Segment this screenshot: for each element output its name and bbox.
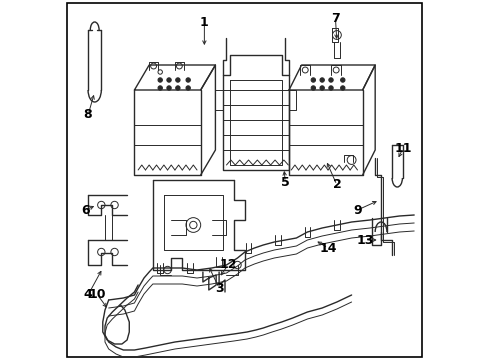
Text: 8: 8 bbox=[83, 108, 92, 122]
Text: 5: 5 bbox=[281, 175, 289, 189]
Circle shape bbox=[158, 86, 162, 90]
Circle shape bbox=[328, 78, 332, 82]
Circle shape bbox=[340, 78, 345, 82]
Circle shape bbox=[175, 86, 180, 90]
Circle shape bbox=[319, 78, 324, 82]
Circle shape bbox=[158, 78, 162, 82]
Text: 13: 13 bbox=[355, 234, 373, 247]
Circle shape bbox=[175, 78, 180, 82]
Text: 1: 1 bbox=[200, 15, 208, 28]
Text: 9: 9 bbox=[352, 203, 361, 216]
Circle shape bbox=[340, 86, 345, 90]
Circle shape bbox=[310, 86, 315, 90]
Text: 7: 7 bbox=[330, 12, 339, 24]
Circle shape bbox=[328, 86, 332, 90]
Text: 12: 12 bbox=[219, 258, 236, 271]
Text: 10: 10 bbox=[89, 288, 106, 302]
Text: 14: 14 bbox=[319, 242, 336, 255]
Circle shape bbox=[319, 86, 324, 90]
Circle shape bbox=[185, 86, 190, 90]
Circle shape bbox=[166, 86, 171, 90]
Text: 4: 4 bbox=[83, 288, 92, 302]
Text: 6: 6 bbox=[81, 203, 89, 216]
Circle shape bbox=[185, 78, 190, 82]
Circle shape bbox=[166, 78, 171, 82]
Text: 11: 11 bbox=[394, 141, 411, 154]
Text: 2: 2 bbox=[332, 179, 341, 192]
Circle shape bbox=[310, 78, 315, 82]
Text: 3: 3 bbox=[214, 282, 223, 294]
